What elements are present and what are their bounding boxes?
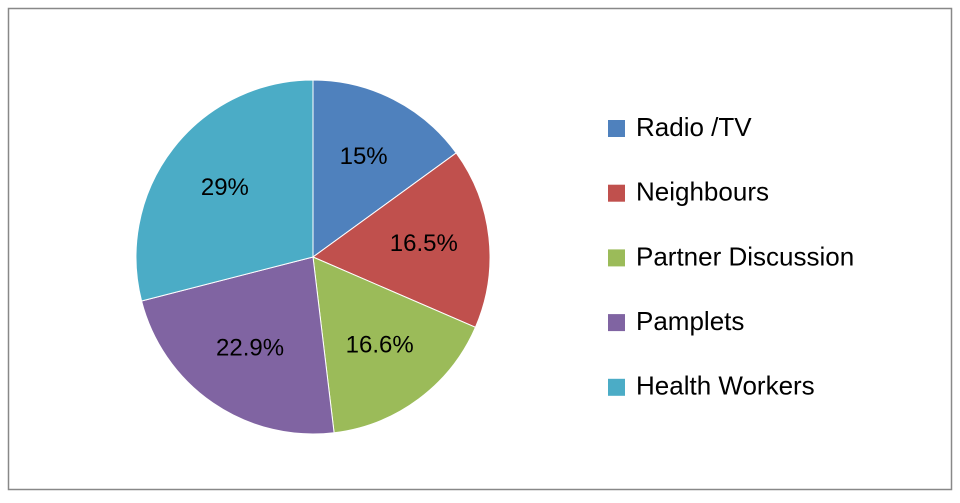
data-label: 15% xyxy=(340,143,388,170)
pie-slice xyxy=(311,152,491,328)
data-label: 22.9% xyxy=(216,334,284,361)
pie-slice xyxy=(312,79,457,258)
legend-swatch xyxy=(608,314,625,332)
legend-label: Health Workers xyxy=(636,371,815,401)
legend-label: Pamplets xyxy=(636,306,744,336)
data-label: 29% xyxy=(201,174,249,201)
pie-slice xyxy=(312,256,477,434)
legend-label: Partner Discussion xyxy=(636,241,854,271)
pie-slice xyxy=(140,256,335,435)
pie-slice xyxy=(135,79,314,302)
legend-swatch xyxy=(608,184,625,202)
data-label: 16.5% xyxy=(390,230,458,257)
data-label: 16.6% xyxy=(346,332,414,359)
legend-label: Neighbours xyxy=(636,177,769,207)
legend-swatch xyxy=(608,378,625,396)
legend-swatch xyxy=(608,120,625,137)
legend-label: Radio /TV xyxy=(636,112,752,142)
legend-swatch xyxy=(608,249,625,267)
